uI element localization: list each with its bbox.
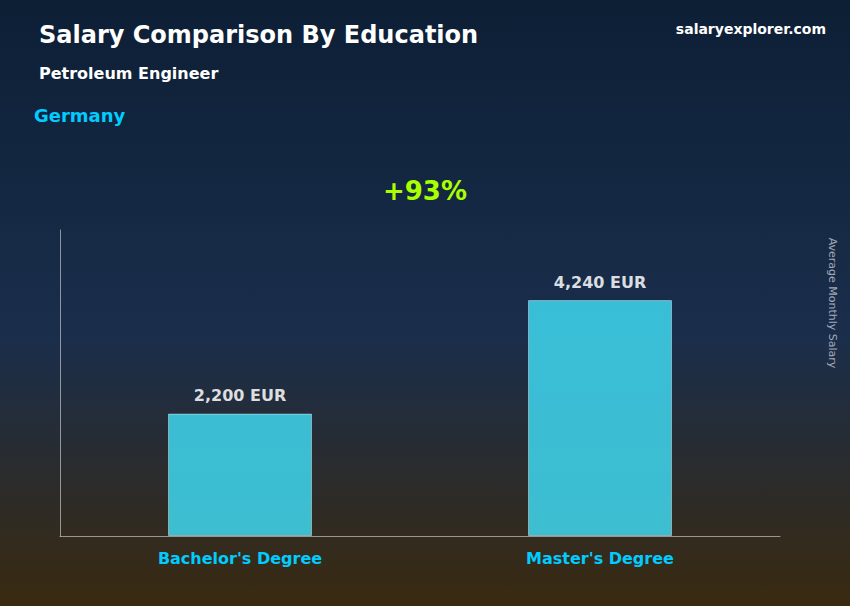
svg-text:Germany: Germany	[34, 105, 126, 126]
svg-text:Bachelor's Degree: Bachelor's Degree	[158, 549, 322, 568]
svg-text:Average Monthly Salary: Average Monthly Salary	[826, 238, 839, 369]
svg-text:Salary Comparison By Education: Salary Comparison By Education	[39, 21, 478, 49]
svg-text:Petroleum Engineer: Petroleum Engineer	[39, 64, 218, 83]
svg-text:Master's Degree: Master's Degree	[526, 549, 674, 568]
svg-text:4,240 EUR: 4,240 EUR	[554, 273, 646, 292]
svg-text:2,200 EUR: 2,200 EUR	[194, 386, 286, 405]
svg-text:salaryexplorer.com: salaryexplorer.com	[676, 21, 826, 37]
svg-text:+93%: +93%	[383, 176, 467, 206]
